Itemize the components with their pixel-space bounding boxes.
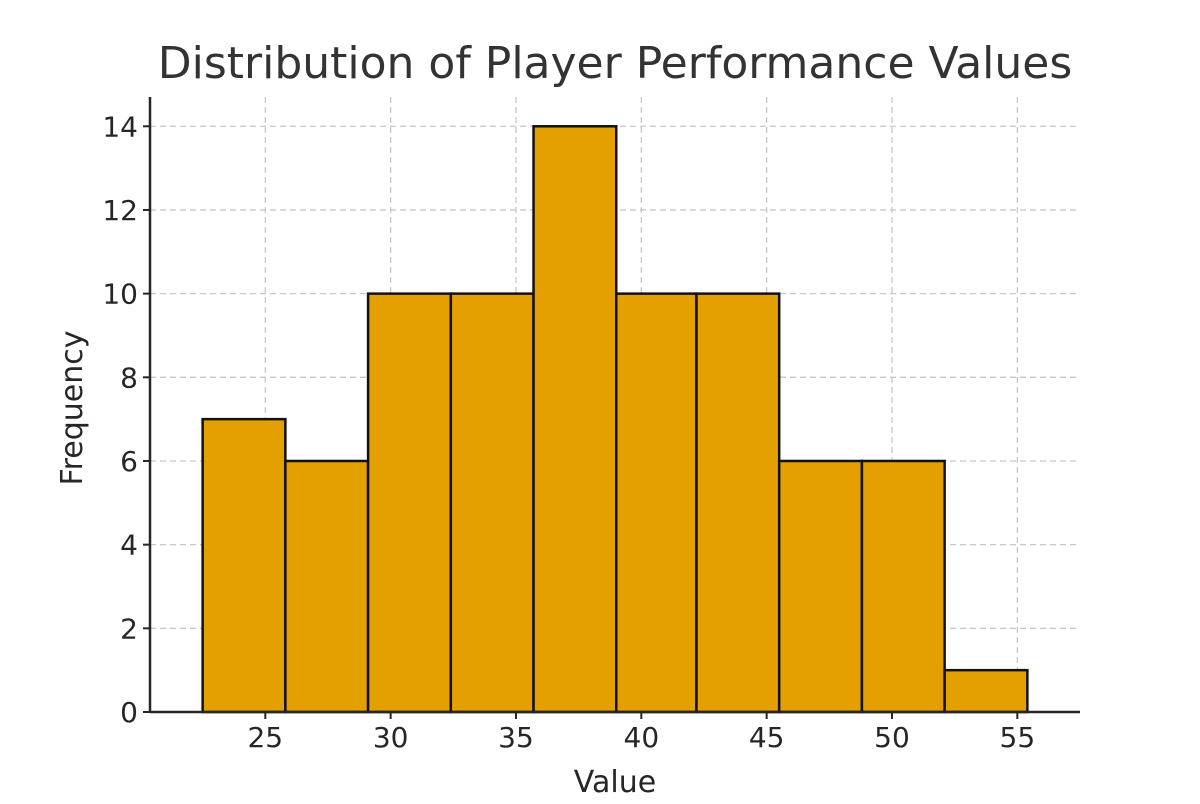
histogram-bar [860,459,946,714]
histogram-bar [284,459,370,714]
histogram-bar [201,417,287,714]
chart-title: Distribution of Player Performance Value… [158,38,1073,89]
histogram-bars [201,125,1029,714]
x-tick-label: 35 [498,721,534,754]
x-tick-label: 50 [874,721,910,754]
y-tick-label: 6 [120,445,138,478]
y-tick-label: 8 [120,361,138,394]
y-axis-label: Frequency [55,331,90,486]
histogram-bar [615,292,698,714]
x-tick-label: 55 [1000,721,1036,754]
x-tick-label: 25 [247,721,283,754]
histogram-bar [777,459,864,714]
histogram-bar [943,668,1029,714]
x-tick-label: 40 [624,721,660,754]
x-axis-label: Value [574,765,656,800]
x-axis-ticks: 25 30 35 40 45 50 55 [247,712,1035,754]
y-axis-ticks: 0 2 4 6 8 10 12 14 [102,110,150,729]
histogram-bar [695,292,781,714]
axes [148,97,1080,714]
y-tick-label: 4 [120,529,138,562]
x-tick-label: 45 [749,721,785,754]
y-tick-label: 0 [120,696,138,729]
histogram-bar [449,292,535,714]
y-tick-label: 2 [120,612,138,645]
y-tick-label: 14 [102,110,138,143]
y-tick-label: 12 [102,194,138,227]
histogram-bar [532,125,618,714]
x-tick-label: 30 [373,721,409,754]
y-tick-label: 10 [102,278,138,311]
histogram-bar [366,292,453,714]
